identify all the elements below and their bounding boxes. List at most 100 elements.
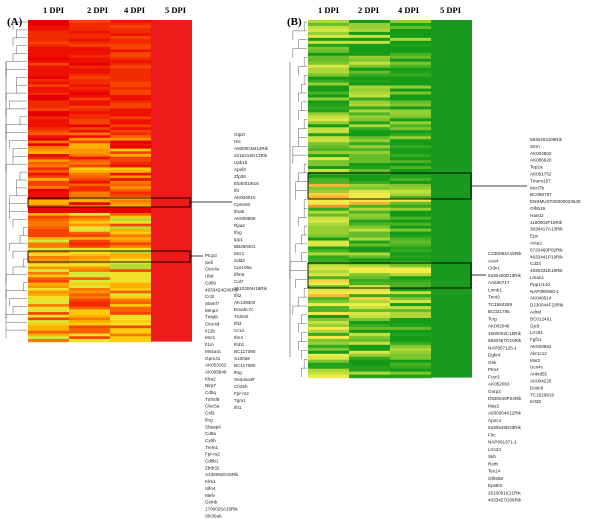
panel-a-heatmap-cell — [69, 172, 111, 177]
panel-a-heatmap-cell — [28, 148, 70, 152]
panel-a-heatmap-cell — [28, 199, 70, 203]
panel-a-heatmap-cell — [28, 46, 70, 51]
panel-b-list-2-gene: Skh — [488, 454, 496, 459]
panel-b-heatmap-cell — [308, 112, 350, 116]
panel-b-heatmap-cell — [308, 189, 350, 194]
panel-a-dendrogram — [5, 21, 27, 338]
panel-a-header-4dpi: 4 DPI — [124, 5, 146, 15]
panel-a-list-2-gene: Clec4e — [205, 267, 220, 272]
panel-a-header-1dpi: 1 DPI — [43, 5, 65, 15]
panel-a-list-1-gene: E540019I16 — [234, 181, 259, 186]
panel-b-heatmap-cell — [390, 353, 432, 358]
panel-b-heatmap-cell — [390, 264, 432, 268]
panel-b-heatmap-cell — [349, 163, 391, 167]
panel-a-heatmap-cell — [69, 277, 111, 281]
panel-a-heatmap-cell — [110, 36, 152, 40]
panel-a-list-2-gene: Klra2 — [205, 376, 216, 381]
panel-a-heatmap-cell — [110, 95, 152, 99]
panel-b-heatmap-cell — [390, 207, 432, 212]
panel-a-list-2-gene: Ubd — [205, 274, 214, 279]
panel-a-heatmap-cell — [69, 320, 111, 324]
panel-a-list-2-gene: Clec5a — [205, 404, 220, 409]
panel-a-heatmap-cell — [69, 49, 111, 53]
panel-b-heatmap-cell — [390, 171, 432, 176]
panel-b-heatmap-cell — [390, 234, 432, 239]
panel-a-heatmap-cell — [69, 159, 111, 163]
panel-b-heatmap-cell — [390, 192, 432, 197]
panel-a-heatmap-cell — [110, 188, 152, 193]
panel-b-heatmap-cell — [349, 207, 391, 212]
panel-b-list-1-gene: Lman1 — [530, 275, 544, 280]
panel-b-heatmap-cell — [390, 124, 432, 128]
panel-b-list-1-gene: Acta2 — [530, 241, 542, 246]
panel-b-heatmap-cell — [308, 58, 350, 63]
panel-a-heatmap-cell — [69, 188, 111, 193]
panel-b-heatmap-cell — [390, 350, 432, 355]
panel-b-heatmap-cell — [349, 255, 391, 259]
panel-b-heatmap-cell — [349, 323, 391, 328]
panel-b-heatmap-cell — [349, 365, 391, 370]
panel-b-list-2-gene: AA536717 — [488, 280, 510, 285]
panel-b-heatmap-cell — [308, 276, 350, 280]
panel-a-heatmap-cell — [110, 229, 152, 233]
panel-b-heatmap-cell — [390, 195, 432, 200]
panel-b-heatmap-cell — [349, 22, 391, 27]
panel-b-heatmap-cell — [349, 350, 391, 355]
panel-a-heatmap-cell — [69, 143, 111, 147]
panel-b-heatmap-cell — [390, 341, 432, 346]
panel-b-heatmap-cell — [308, 329, 350, 334]
panel-b-heatmap-cell — [308, 25, 350, 30]
panel-a-heatmap-cell — [28, 54, 70, 59]
panel-a-heatmap-cell — [69, 223, 111, 227]
panel-a-heatmap-cell — [28, 28, 70, 32]
panel-b-heatmap-cell — [349, 234, 391, 239]
panel-b-heatmap-cell — [349, 329, 391, 334]
panel-a-list-2-gene: Mmp3 — [205, 308, 218, 313]
panel-b-list-2-gene: Ptm4 — [488, 367, 499, 372]
panel-a-heatmap-cell — [69, 202, 111, 206]
panel-b-heatmap-cell — [390, 186, 432, 191]
panel-a-heatmap-cell — [28, 167, 70, 171]
panel-a-heatmap-cell — [110, 194, 152, 198]
panel-b-heatmap-cell — [349, 216, 391, 221]
panel-b-heatmap-cell — [390, 338, 432, 343]
panel-a-list-1-gene: Glp2r — [234, 132, 246, 137]
panel-a-heatmap-cell — [69, 245, 111, 249]
panel-a-heatmap-cell — [110, 73, 152, 77]
panel-b-list-1-gene: BC012461 — [530, 316, 552, 321]
panel-a-list-2-gene: Ifng — [205, 417, 213, 422]
panel-b-heatmap-cell — [349, 70, 391, 75]
panel-a-list-1-gene: Mcr1 — [234, 251, 245, 256]
panel-b-heatmap-cell — [390, 210, 432, 215]
panel-b-heatmap-cell — [308, 225, 350, 230]
panel-b-heatmap-cell — [349, 151, 391, 155]
panel-a-heatmap-cell — [28, 119, 70, 123]
panel-a-heatmap-cell — [28, 258, 70, 262]
panel-a-list-1-gene: Ifnab — [234, 209, 245, 214]
panel-a-heatmap-cell — [69, 137, 111, 142]
panel-b-heatmap-cell — [390, 79, 432, 84]
panel-a-list-1-gene: S100a9 — [234, 356, 250, 361]
panel-b-heatmap-cell — [308, 291, 350, 295]
panel-a-heatmap-cell — [110, 162, 152, 166]
panel-a-heatmap-cell — [110, 306, 152, 311]
panel-a-heatmap-cell — [69, 89, 111, 93]
panel-a-heatmap-cell — [69, 78, 111, 83]
panel-b-heatmap-cell — [308, 20, 350, 24]
panel-b-list-1-gene: 4930431E15Rik — [530, 268, 563, 273]
panel-a-cluster-box-1 — [27, 197, 191, 208]
panel-a-heatmap-cell — [69, 317, 111, 321]
panel-a-heatmap-cell — [110, 46, 152, 51]
panel-b-heatmap-cell — [390, 204, 432, 209]
panel-a-heatmap-cell — [28, 266, 70, 270]
panel-a-heatmap-cell — [110, 325, 152, 329]
panel-a-list-1-gene: AK009609 — [234, 216, 256, 221]
panel-a-heatmap-cell — [28, 293, 70, 297]
panel-b-heatmap-cell — [349, 76, 391, 81]
panel-a-heatmap-cell — [28, 250, 70, 254]
panel-a-heatmap-cell — [28, 288, 70, 292]
panel-b-heatmap-cell — [390, 151, 432, 155]
panel-a-cluster-box-2 — [27, 250, 191, 263]
panel-a-heatmap-cell — [110, 202, 152, 206]
panel-b-heatmap-cell — [308, 368, 350, 373]
